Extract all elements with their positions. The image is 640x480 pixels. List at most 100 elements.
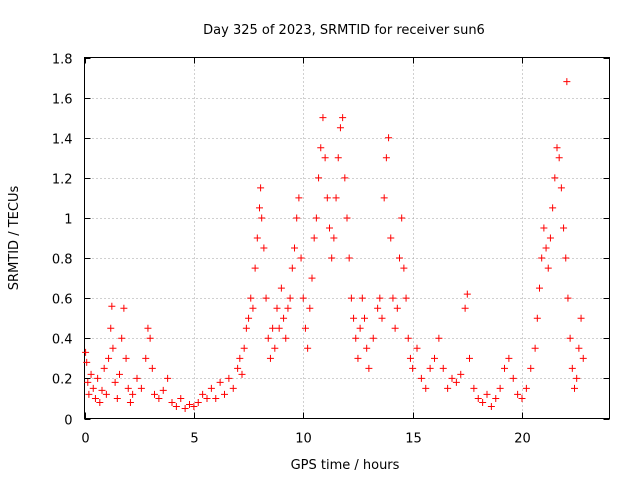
data-point	[540, 224, 548, 232]
data-point	[466, 354, 473, 362]
data-point	[444, 384, 452, 392]
data-point	[343, 214, 351, 222]
y-tick-label: 0.8	[52, 253, 73, 268]
data-point	[518, 394, 526, 402]
data-point	[240, 344, 248, 352]
data-point	[288, 264, 296, 272]
y-tick-label: 0.2	[52, 373, 73, 388]
data-point	[347, 294, 355, 302]
data-point	[452, 378, 460, 386]
data-point	[319, 114, 327, 122]
data-point	[151, 390, 158, 398]
data-point	[238, 370, 246, 378]
data-point	[91, 394, 99, 402]
data-point	[148, 364, 156, 372]
data-point	[295, 194, 303, 202]
data-point	[579, 354, 587, 362]
data-point	[380, 194, 388, 202]
data-point	[566, 334, 574, 342]
data-point	[306, 304, 314, 312]
chart-title: Day 325 of 2023, SRMTID for receiver sun…	[203, 23, 485, 38]
data-point	[100, 364, 108, 372]
x-tick-label: 20	[514, 432, 531, 447]
data-point	[133, 374, 141, 382]
data-point	[109, 344, 117, 352]
data-point	[402, 294, 410, 302]
data-point	[266, 354, 274, 362]
data-point	[111, 378, 119, 386]
data-point	[282, 334, 290, 342]
data-point	[426, 364, 434, 372]
data-point	[522, 384, 530, 392]
data-point	[234, 364, 242, 372]
data-point	[120, 304, 128, 312]
plot-frame	[84, 57, 610, 419]
data-point	[168, 398, 176, 406]
data-point	[483, 390, 491, 398]
data-point	[536, 284, 543, 292]
data-point	[212, 394, 220, 402]
data-point	[105, 354, 113, 362]
data-point	[256, 204, 263, 212]
data-point	[435, 334, 443, 342]
data-point	[457, 370, 465, 378]
data-point	[560, 224, 568, 232]
data-point	[378, 314, 386, 322]
data-point	[354, 354, 362, 362]
data-point	[398, 214, 406, 222]
data-point	[258, 214, 266, 222]
data-point	[553, 144, 561, 152]
data-point	[448, 374, 456, 382]
data-point	[89, 384, 97, 392]
data-point	[496, 384, 504, 392]
data-point	[336, 124, 344, 132]
data-point	[396, 254, 403, 262]
data-point	[345, 254, 353, 262]
data-point	[118, 334, 126, 342]
data-point	[317, 144, 325, 152]
data-point	[164, 374, 172, 382]
data-point	[96, 398, 104, 406]
data-point	[124, 384, 132, 392]
data-point	[564, 294, 572, 302]
data-point	[260, 244, 268, 252]
data-point	[369, 334, 377, 342]
data-point	[531, 344, 539, 352]
data-point	[546, 234, 554, 242]
x-axis-label: GPS time / hours	[291, 458, 400, 473]
data-point	[422, 384, 430, 392]
data-point	[155, 394, 163, 402]
data-point	[328, 254, 336, 262]
data-point	[113, 394, 121, 402]
data-point	[544, 264, 552, 272]
data-markers	[82, 78, 587, 412]
data-point	[555, 154, 563, 162]
data-point	[137, 384, 145, 392]
data-point	[509, 374, 517, 382]
data-point	[251, 264, 259, 272]
data-point	[291, 244, 298, 252]
data-point	[575, 344, 583, 352]
data-point	[413, 344, 421, 352]
x-tick-label: 15	[405, 432, 422, 447]
x-tick-label: 5	[190, 432, 198, 447]
data-point	[142, 354, 150, 362]
y-tick-label: 1.4	[52, 133, 73, 148]
data-point	[85, 390, 93, 398]
data-point	[387, 234, 395, 242]
data-point	[312, 214, 320, 222]
data-point	[236, 354, 244, 362]
y-tick-label: 1.6	[52, 93, 73, 108]
data-point	[409, 364, 417, 372]
data-point	[341, 174, 349, 182]
y-tick-label: 1.2	[52, 173, 73, 188]
data-point	[229, 384, 237, 392]
data-point	[146, 334, 154, 342]
data-point	[404, 334, 412, 342]
data-point	[245, 314, 253, 322]
data-point	[286, 294, 294, 302]
data-point	[563, 78, 571, 86]
y-tick-label: 0	[64, 414, 72, 429]
data-point	[186, 400, 193, 408]
data-point	[332, 194, 340, 202]
